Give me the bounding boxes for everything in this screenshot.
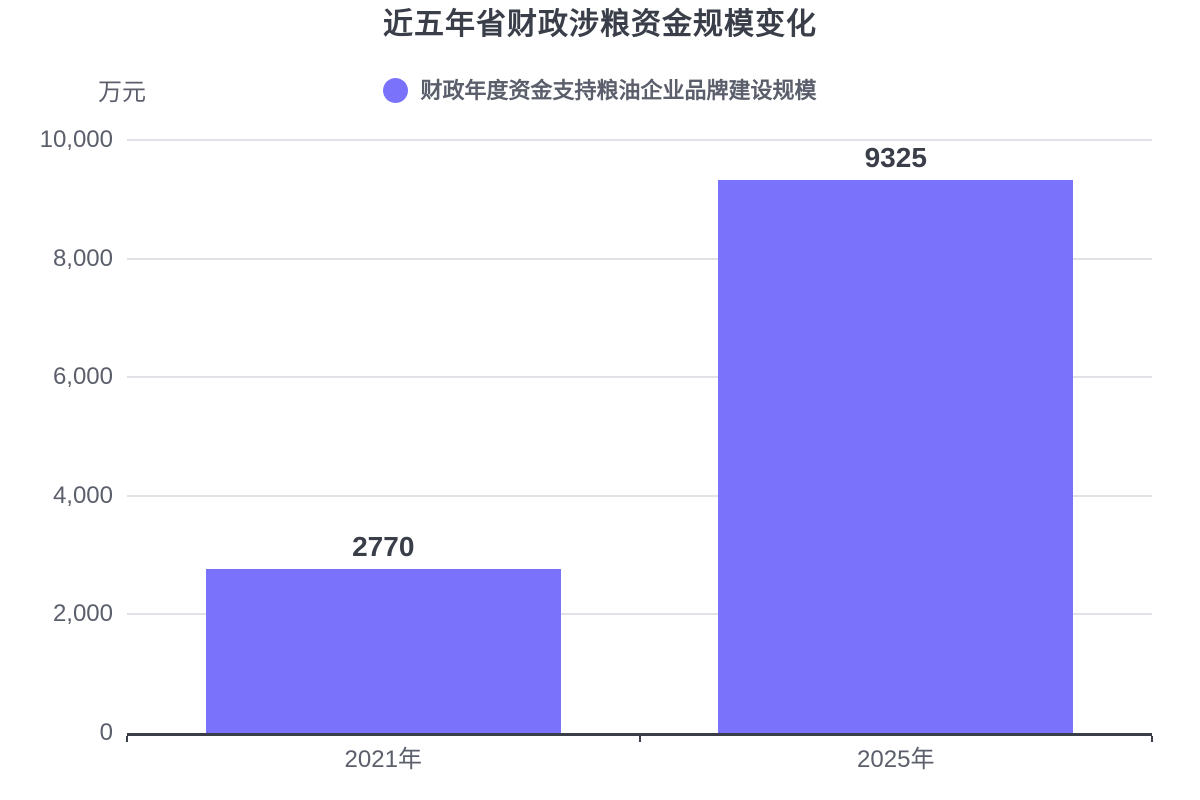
y-axis-tick-label: 8,000 <box>52 244 113 272</box>
legend-label[interactable]: 财政年度资金支持粮油企业品牌建设规模 <box>420 77 817 103</box>
bar-value-label: 2770 <box>352 530 415 562</box>
gridline <box>127 139 1152 141</box>
x-axis-tick <box>638 736 641 742</box>
x-axis-category-label: 2021年 <box>344 746 422 773</box>
y-axis-unit-label: 万元 <box>98 79 146 106</box>
gridline <box>127 613 1152 616</box>
y-axis-tick-label: 10,000 <box>39 126 113 153</box>
y-axis-tick-label: 6,000 <box>52 363 113 391</box>
gridline <box>127 376 1152 379</box>
chart-title: 近五年省财政涉粮资金规模变化 <box>383 8 817 41</box>
bar-value-label: 9325 <box>864 142 927 174</box>
y-axis-tick-label: 2,000 <box>52 600 113 628</box>
bar-2021年[interactable] <box>205 568 561 733</box>
gridline <box>127 494 1152 497</box>
x-axis-category-label: 2025年 <box>857 746 935 773</box>
legend-marker-circle-icon[interactable] <box>383 77 409 103</box>
bar-2025年[interactable] <box>718 180 1074 733</box>
y-axis-tick-label: 4,000 <box>52 481 113 509</box>
x-axis-line <box>127 733 1152 736</box>
gridline <box>127 257 1152 260</box>
x-axis-tick <box>1151 736 1153 742</box>
y-axis-tick-label: 0 <box>99 719 113 746</box>
x-axis-tick <box>126 736 128 742</box>
legend[interactable]: 财政年度资金支持粮油企业品牌建设规模 <box>0 72 1200 108</box>
